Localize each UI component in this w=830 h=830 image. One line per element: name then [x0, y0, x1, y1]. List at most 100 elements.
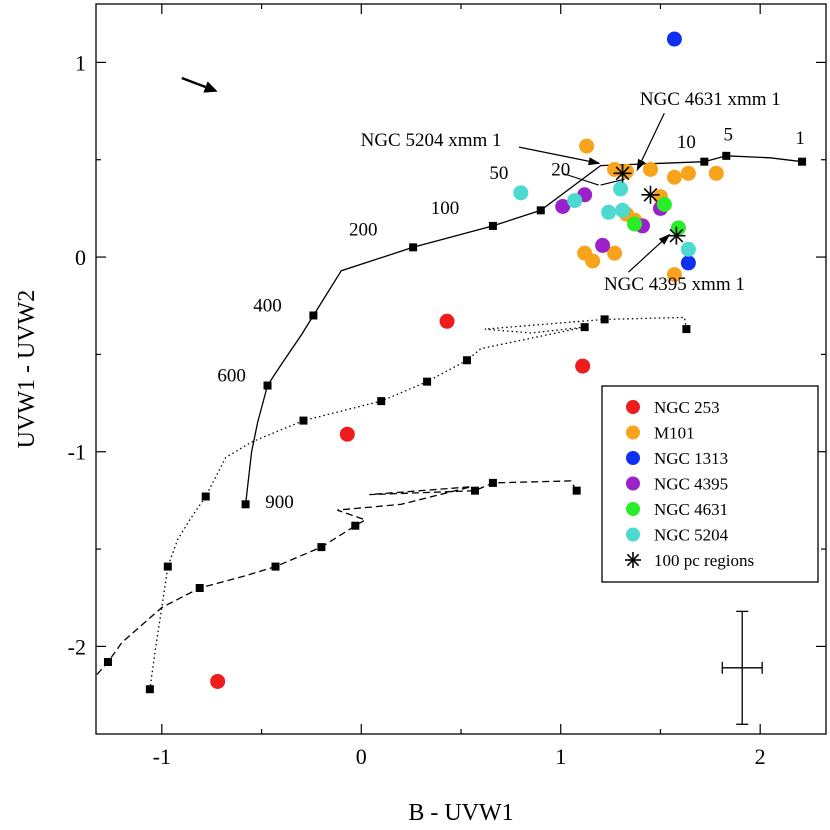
annotation-label: NGC 5204 xmm 1 [361, 130, 502, 151]
plot-extras [181, 76, 763, 725]
track-marker [536, 206, 545, 215]
y-tick-label: 0 [75, 245, 86, 270]
track-marker [409, 243, 418, 252]
track-label: 400 [253, 296, 282, 317]
model-tracks [95, 151, 807, 694]
track-marker [145, 685, 154, 694]
plot-frame [95, 3, 827, 735]
track-marker [195, 584, 204, 592]
data-point [595, 237, 611, 253]
legend-label: NGC 4395 [654, 475, 728, 494]
legend-marker [626, 502, 640, 516]
track-marker [271, 562, 280, 571]
track-marker [103, 657, 112, 666]
data-point [666, 31, 682, 47]
data-point [627, 216, 643, 232]
data-point [708, 165, 724, 181]
data-point [607, 245, 623, 261]
y-tick-label: 1 [75, 50, 86, 75]
legend-label: 100 pc regions [654, 551, 754, 570]
track-line-solid [244, 155, 803, 505]
track-label: 10 [677, 132, 696, 153]
track-marker [309, 311, 318, 320]
data-point [670, 220, 686, 236]
data-point [555, 198, 571, 214]
label-pointer [600, 178, 625, 186]
data-point [656, 197, 672, 213]
data-point [680, 165, 696, 181]
direction-arrow [181, 76, 218, 93]
legend-label: NGC 4631 [654, 500, 728, 519]
y-tick-label: -1 [68, 440, 86, 465]
track-label: 1 [795, 128, 805, 149]
track-marker [299, 416, 308, 425]
data-point [601, 204, 617, 220]
annotation-label: NGC 4631 xmm 1 [640, 89, 781, 110]
data-point [680, 255, 696, 271]
track-marker [377, 397, 386, 406]
x-tick-label: -1 [153, 744, 171, 769]
annotation-arrow [518, 146, 601, 166]
track-marker [682, 325, 691, 334]
y-tick-label: -2 [68, 634, 86, 659]
track-marker [423, 377, 432, 386]
track-marker [798, 157, 807, 166]
data-point [613, 181, 629, 197]
track-marker [488, 478, 497, 487]
data-point [339, 426, 355, 442]
annotation-label: NGC 4395 xmm 1 [604, 274, 745, 295]
track-line-dashed [95, 480, 578, 677]
x-axis-label: B - UVW1 [408, 800, 513, 826]
data-point [567, 193, 583, 209]
data-point [666, 267, 682, 283]
y-axis-label: UVW1 - UVW2 [14, 290, 40, 449]
track-marker [488, 221, 497, 230]
track-marker [201, 492, 210, 501]
data-point [642, 161, 658, 177]
label-pointer [562, 172, 599, 186]
legend-marker [625, 552, 641, 568]
track-marker [317, 543, 326, 552]
data-point [666, 169, 682, 185]
track-marker [163, 562, 172, 571]
legend-label: NGC 1313 [654, 449, 728, 468]
legend-label: NGC 5204 [654, 526, 729, 545]
region-asterisk [641, 185, 660, 204]
track-marker [462, 356, 471, 365]
track-marker [241, 500, 250, 509]
track-label: 5 [724, 124, 734, 145]
track-label: 50 [489, 163, 508, 184]
track-marker [263, 381, 272, 390]
track-label: 900 [265, 492, 294, 513]
track-marker [351, 521, 360, 530]
legend-label: M101 [654, 424, 695, 443]
annotation-arrow [628, 233, 671, 273]
region-asterisk [667, 226, 686, 245]
track-label: 200 [349, 220, 378, 241]
error-bar [721, 610, 763, 725]
data-point [585, 253, 601, 269]
legend-marker [626, 451, 640, 465]
x-tick-label: 1 [555, 744, 566, 769]
data-point [439, 313, 455, 329]
x-tick-label: 0 [356, 744, 367, 769]
data-point [513, 185, 529, 201]
track-marker [722, 151, 731, 160]
legend-marker [626, 400, 640, 414]
legend: NGC 253 M101 NGC 1313 NGC 4395 NGC 4631 NGC 5… [601, 385, 819, 583]
axis-ticks: -1 0 1 2 -2 -1 0 1 [68, 4, 826, 769]
data-points [210, 31, 724, 689]
track-marker [580, 323, 589, 332]
data-point [615, 202, 631, 218]
data-point [210, 673, 226, 689]
text-labels: 1 5 10 20 50 100 200 400 600 900 NGC 5204 xmm 1 NGC… [217, 89, 804, 513]
track-marker [470, 486, 479, 495]
track-label: 20 [551, 159, 570, 180]
data-point [575, 358, 591, 374]
data-point [680, 241, 696, 257]
legend-marker [626, 425, 640, 440]
annotation-arrow [636, 112, 665, 172]
track-marker [600, 315, 609, 324]
x-tick-label: 2 [755, 744, 766, 769]
